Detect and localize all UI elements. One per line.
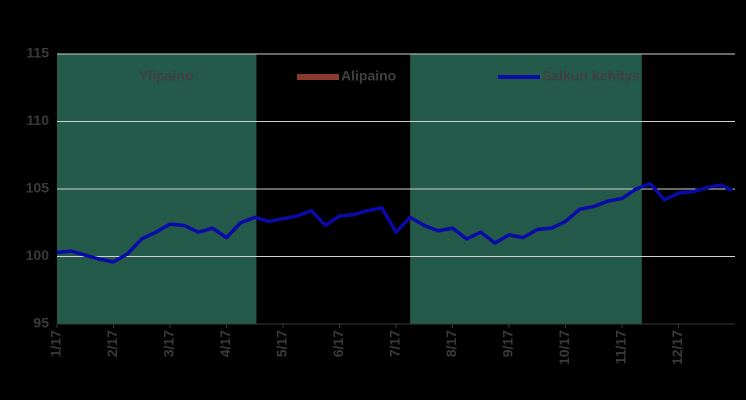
y-tick-label: 110 [26, 112, 49, 128]
x-tick-label: 4/17 [217, 330, 233, 357]
legend-label: Alipaino [341, 68, 396, 84]
x-tick-label: 12/17 [669, 330, 685, 365]
x-tick-label: 5/17 [274, 330, 290, 357]
x-tick-label: 7/17 [387, 330, 403, 357]
legend-label: Salkun kehitys [542, 68, 640, 84]
legend-swatch [95, 74, 137, 80]
line [56, 181, 733, 264]
legend-swatch [297, 74, 339, 80]
x-tick-label: 9/17 [500, 330, 516, 357]
x-tick-label: 3/17 [161, 330, 177, 357]
x-tick-label: 8/17 [443, 330, 459, 357]
x-tick-label: 11/17 [613, 330, 629, 364]
x-tick-label: 2/17 [104, 330, 120, 357]
y-tick-label: 95 [33, 315, 49, 331]
x-tick-label: 10/17 [556, 330, 572, 365]
legend-label: Ylipaino [139, 68, 193, 84]
x-tick-label: 1/17 [48, 330, 64, 357]
x-tick-label: 6/17 [330, 330, 346, 357]
y-tick-label: 115 [26, 45, 49, 61]
y-tick-label: 100 [26, 247, 50, 263]
y-tick-label: 105 [26, 180, 50, 196]
